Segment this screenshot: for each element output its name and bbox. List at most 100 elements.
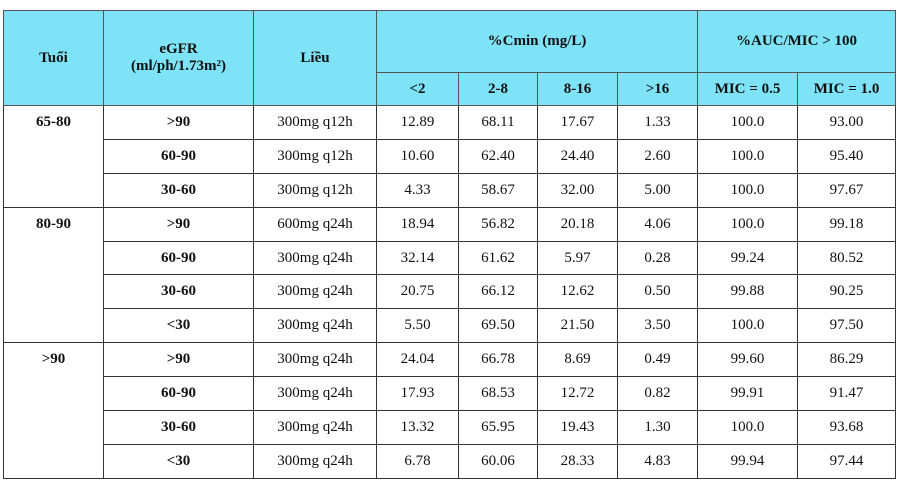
- header-cell: 8-16: [537, 72, 618, 106]
- header-cell: %AUC/MIC > 100: [696, 10, 897, 73]
- value-cell: 99.18: [796, 206, 897, 242]
- header-cell: 2-8: [458, 72, 538, 106]
- value-cell: 86.29: [796, 342, 897, 378]
- table-row: 30-60 300mg q12h 4.33 58.67 32.00 5.00 100.0 97…: [4, 172, 897, 208]
- value-cell: 1.30: [617, 410, 698, 445]
- value-cell: 61.62: [458, 240, 538, 276]
- header-text: %AUC/MIC > 100: [735, 33, 858, 49]
- value-cell: 12.89: [376, 105, 459, 140]
- value-cell: 32.00: [537, 172, 618, 208]
- value-cell: 0.82: [617, 376, 698, 412]
- value-cell: 99.88: [697, 274, 798, 310]
- value-cell: 21.50: [537, 308, 618, 344]
- egfr-cell: >90: [103, 206, 254, 242]
- header-text: Liều: [300, 49, 330, 66]
- table-row: 30-60 300mg q24h 20.75 66.12 12.62 0.50 99.88 9…: [4, 274, 897, 310]
- value-cell: 18.94: [376, 206, 459, 242]
- value-cell: 66.12: [458, 274, 538, 310]
- value-cell: 4.83: [617, 443, 698, 479]
- value-cell: 69.50: [458, 308, 538, 344]
- value-cell: 99.91: [697, 376, 798, 412]
- value-cell: 99.94: [697, 443, 798, 479]
- value-cell: 100.0: [697, 138, 798, 174]
- value-cell: 56.82: [458, 206, 538, 242]
- value-cell: 60.06: [458, 443, 538, 479]
- value-cell: 90.25: [796, 274, 897, 310]
- header-cell: Tuổi: [3, 10, 104, 106]
- value-cell: 100.0: [697, 172, 798, 208]
- value-cell: 12.72: [537, 376, 618, 412]
- egfr-cell: 30-60: [103, 410, 254, 445]
- egfr-cell: 60-90: [103, 138, 254, 174]
- value-cell: 19.43: [537, 410, 618, 445]
- value-cell: 32.14: [376, 240, 459, 276]
- table-row: <30 300mg q24h 5.50 69.50 21.50 3.50 100.0 97.5…: [4, 308, 897, 344]
- header-text: eGFR: [159, 41, 198, 57]
- value-cell: 100.0: [697, 206, 798, 242]
- value-cell: 1.33: [617, 105, 698, 140]
- egfr-cell: >90: [103, 105, 254, 140]
- value-cell: 65.95: [458, 410, 538, 445]
- header-cell: %Cmin (mg/L): [376, 10, 698, 73]
- dose-cell: 300mg q24h: [253, 240, 377, 276]
- header-text: (ml/ph/1.73m²): [131, 58, 226, 74]
- value-cell: 68.53: [458, 376, 538, 412]
- dose-cell: 300mg q12h: [253, 105, 377, 140]
- table-row: 60-90 300mg q24h 32.14 61.62 5.97 0.28 99.24 80…: [4, 240, 897, 276]
- value-cell: 4.06: [617, 206, 698, 242]
- value-cell: 93.68: [796, 410, 897, 445]
- value-cell: 0.50: [617, 274, 698, 310]
- value-cell: 24.04: [376, 342, 459, 378]
- value-cell: 80.52: [796, 240, 897, 276]
- table-row: 30-60 300mg q24h 13.32 65.95 19.43 1.30 100.0 9…: [4, 410, 897, 445]
- dose-cell: 300mg q24h: [253, 443, 377, 479]
- value-cell: 99.60: [697, 342, 798, 378]
- dose-cell: 600mg q24h: [253, 206, 377, 242]
- value-cell: 4.33: [376, 172, 459, 208]
- header-text: %Cmin (mg/L): [487, 33, 587, 49]
- value-cell: 99.24: [697, 240, 798, 276]
- value-cell: 0.49: [617, 342, 698, 378]
- table-row: 60-90 300mg q24h 17.93 68.53 12.72 0.82 99.91 9…: [4, 376, 897, 412]
- value-cell: 100.0: [697, 308, 798, 344]
- dose-cell: 300mg q12h: [253, 138, 377, 174]
- value-cell: 93.00: [796, 105, 897, 140]
- value-cell: 6.78: [376, 443, 459, 479]
- value-cell: 17.67: [537, 105, 618, 140]
- value-cell: 100.0: [697, 410, 798, 445]
- value-cell: 3.50: [617, 308, 698, 344]
- header-text: Tuổi: [39, 49, 68, 66]
- value-cell: 12.62: [537, 274, 618, 310]
- egfr-cell: >90: [103, 342, 254, 378]
- page: Tuổi eGFR (ml/ph/1.73m²) Liều %Cmin (mg/L…: [3, 10, 897, 479]
- egfr-cell: <30: [103, 308, 254, 344]
- dose-cell: 300mg q24h: [253, 342, 377, 378]
- table-row: >90 >90 300mg q24h 24.04 66.78 8.69 0.49 99.60 8…: [3, 342, 897, 479]
- header-cell: Liều: [253, 10, 377, 106]
- value-cell: 13.32: [376, 410, 459, 445]
- value-cell: 17.93: [376, 376, 459, 412]
- egfr-cell: 60-90: [103, 240, 254, 276]
- value-cell: 91.47: [796, 376, 897, 412]
- data-table: Tuổi eGFR (ml/ph/1.73m²) Liều %Cmin (mg/L…: [3, 10, 897, 479]
- egfr-cell: <30: [103, 443, 254, 479]
- value-cell: 97.50: [796, 308, 897, 344]
- header-cell: MIC = 0.5: [697, 72, 798, 106]
- value-cell: 100.0: [697, 105, 798, 140]
- header-cell: eGFR (ml/ph/1.73m²): [103, 10, 254, 106]
- value-cell: 97.67: [796, 172, 897, 208]
- dose-cell: 300mg q24h: [253, 376, 377, 412]
- value-cell: 62.40: [458, 138, 538, 174]
- value-cell: 66.78: [458, 342, 538, 378]
- value-cell: 97.44: [796, 443, 897, 479]
- table-row: <30 300mg q24h 6.78 60.06 28.33 4.83 99.94 97.4…: [4, 443, 897, 479]
- table-row: 65-80 >90 300mg q12h 12.89 68.11 17.67 1.33 100…: [3, 105, 897, 208]
- value-cell: 8.69: [537, 342, 618, 378]
- dose-cell: 300mg q12h: [253, 172, 377, 208]
- age-cell: 65-80: [3, 105, 104, 208]
- egfr-cell: 30-60: [103, 172, 254, 208]
- egfr-cell: 60-90: [103, 376, 254, 412]
- dose-cell: 300mg q24h: [253, 410, 377, 445]
- value-cell: 5.00: [617, 172, 698, 208]
- dose-cell: 300mg q24h: [253, 308, 377, 344]
